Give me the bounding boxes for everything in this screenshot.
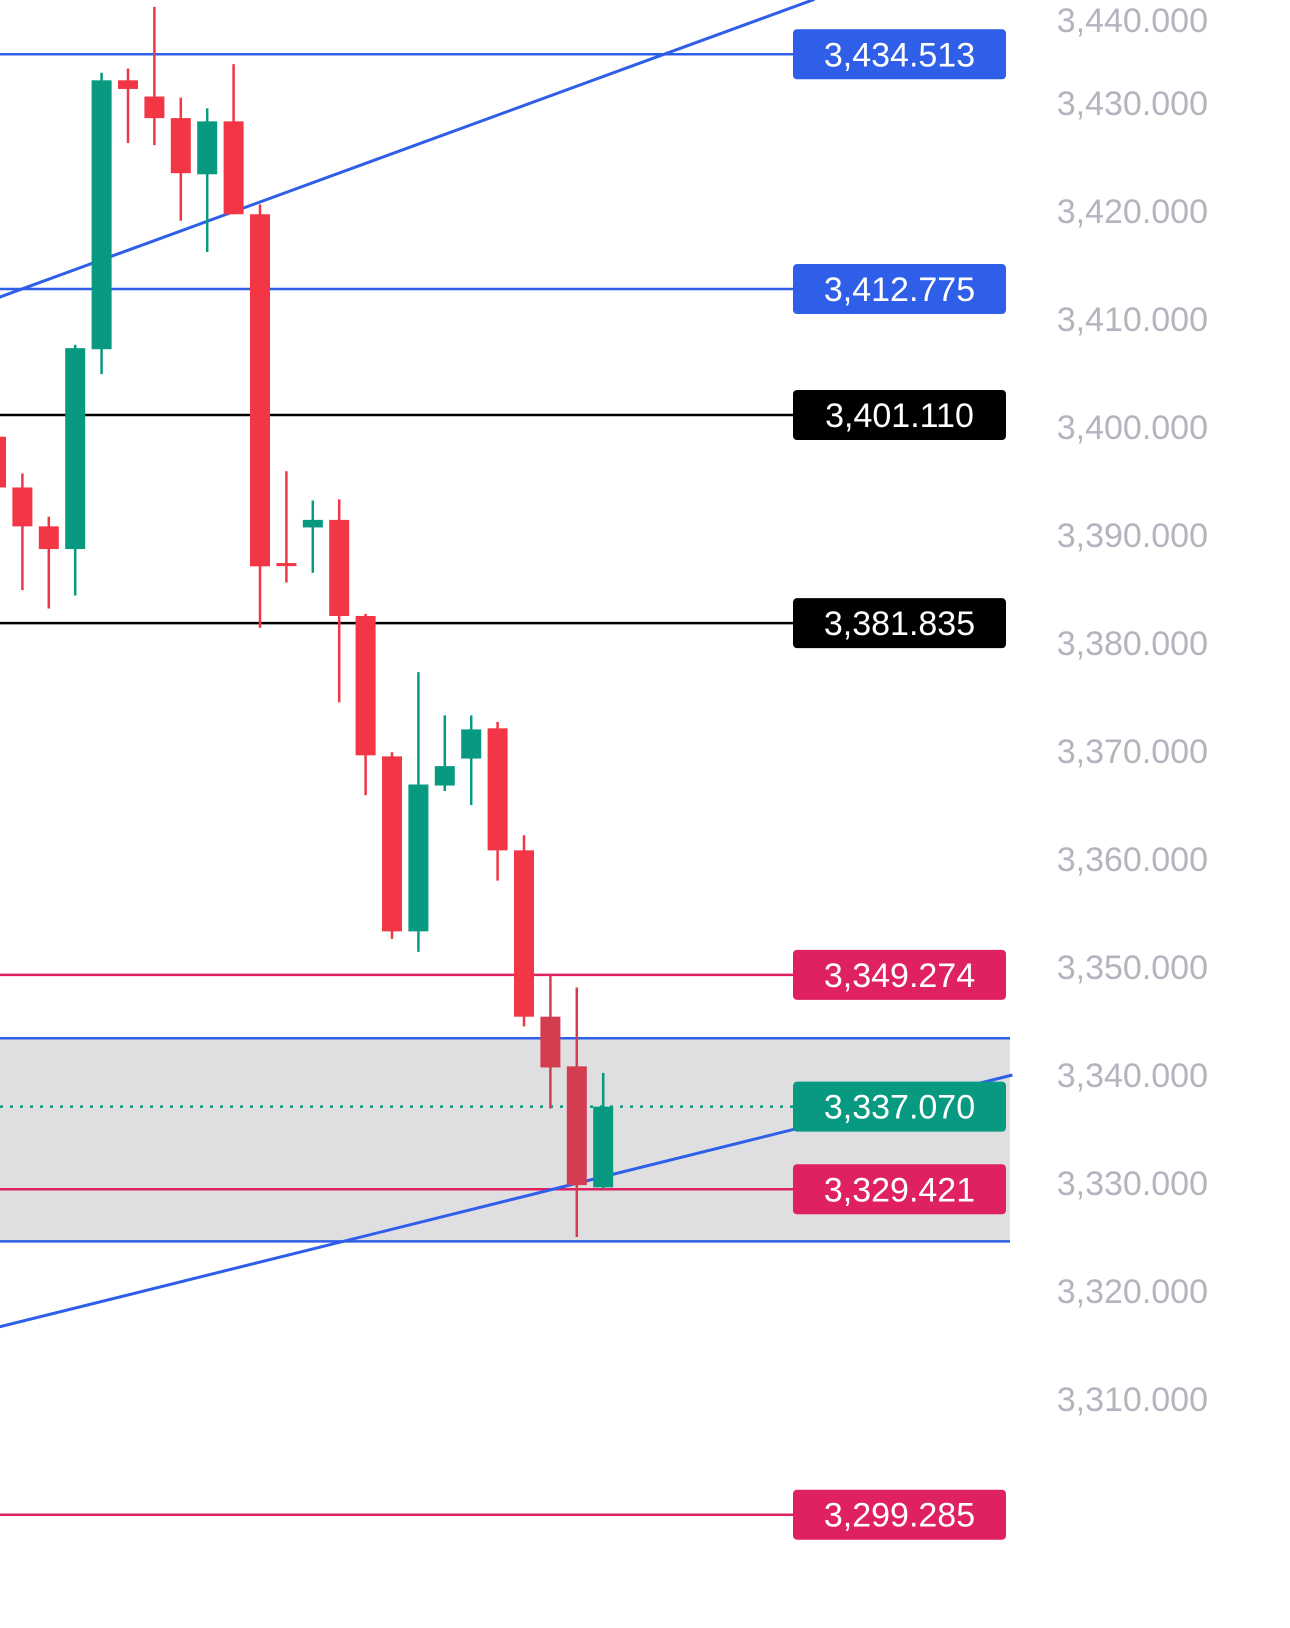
candle-16 [408, 672, 429, 952]
candle-8 [197, 108, 218, 253]
candle-body [514, 850, 534, 1017]
candle-body [434, 766, 455, 786]
candle-body [91, 80, 112, 350]
candles-layer [0, 6, 614, 1237]
level-3412-775-badge [793, 264, 1006, 315]
level-3381-835-badge [793, 598, 1006, 649]
y-tick-label: 3,320.000 [1057, 1273, 1208, 1311]
candle-12 [302, 500, 323, 573]
candle-13 [329, 499, 350, 703]
candle-body [408, 784, 429, 932]
candle-7 [170, 97, 191, 221]
candle-23 [593, 1072, 614, 1189]
y-tick-label: 3,410.000 [1057, 301, 1208, 339]
candle-9 [223, 64, 244, 215]
candle-body [170, 118, 191, 174]
y-tick-label: 3,430.000 [1057, 85, 1208, 123]
y-tick-label: 3,380.000 [1057, 625, 1208, 663]
y-tick-label: 3,400.000 [1057, 409, 1208, 447]
candle-10 [250, 204, 270, 628]
y-tick-label: 3,390.000 [1057, 517, 1208, 555]
candle-22 [566, 987, 587, 1237]
candle-5 [118, 68, 138, 143]
y-tick-label: 3,350.000 [1057, 949, 1208, 987]
level-3299-285-label: 3,299.285 [824, 1497, 975, 1535]
candle-21 [540, 975, 561, 1109]
candle-body [0, 436, 6, 488]
level-3381-835-label: 3,381.835 [824, 605, 975, 643]
candle-6 [144, 6, 165, 146]
candle-14 [355, 613, 376, 796]
candle-body [223, 121, 244, 215]
candle-11 [276, 471, 297, 583]
level-3329-421-badge [793, 1164, 1006, 1215]
y-tick-label: 3,420.000 [1057, 193, 1208, 231]
price-axis[interactable]: 3,440.000 3,430.000 3,420.000 3,410.000 3,40… [1057, 2, 1208, 1419]
level-3434-513-badge [793, 29, 1006, 80]
level-lines-layer [0, 53, 793, 1516]
price-labels-layer: 3,434.513 3,412.775 3,401.110 3,381.835 3,34… [793, 29, 1006, 1540]
candle-body [250, 214, 270, 567]
level-3349-274-label: 3,349.274 [824, 957, 975, 995]
level-3329-421-label: 3,329.421 [824, 1171, 975, 1209]
candle-20 [514, 835, 534, 1027]
candle-body [276, 563, 297, 567]
level-3401-110-badge [793, 390, 1006, 441]
candle-2 [38, 516, 59, 609]
candle-19 [487, 721, 508, 881]
candle-body [118, 80, 138, 89]
y-tick-label: 3,330.000 [1057, 1165, 1208, 1203]
candle-body [461, 729, 482, 759]
candle-4 [91, 72, 112, 375]
candle-body [540, 1016, 561, 1068]
level-3412-775-label: 3,412.775 [824, 271, 975, 309]
candle-body [302, 519, 323, 528]
candle-body [12, 487, 33, 527]
candle-17 [434, 715, 455, 791]
level-3401-110-label: 3,401.110 [825, 397, 974, 435]
y-tick-label: 3,440.000 [1057, 2, 1208, 40]
y-tick-label: 3,310.000 [1057, 1381, 1208, 1419]
candle-3 [65, 344, 86, 596]
current-price-label: 3,337.070 [824, 1089, 975, 1127]
candle-body [329, 519, 350, 616]
candle-body [487, 728, 508, 851]
candle-body [38, 526, 59, 550]
level-3349-274-badge [793, 949, 1006, 1000]
candle-body [593, 1106, 614, 1188]
level-3299-285-badge [793, 1489, 1006, 1540]
candle-body [144, 96, 165, 119]
level-3434-513-label: 3,434.513 [824, 36, 975, 74]
y-tick-label: 3,370.000 [1057, 733, 1208, 771]
candle-1 [12, 473, 33, 591]
candle-body [65, 348, 86, 550]
candle-15 [382, 752, 402, 939]
candle-body [382, 756, 402, 932]
upper-trendline [0, 0, 815, 299]
current-price-badge [793, 1081, 1006, 1132]
y-tick-label: 3,360.000 [1057, 841, 1208, 879]
candle-body [566, 1066, 587, 1186]
candle-18 [461, 715, 482, 805]
candle-body [355, 616, 376, 756]
candle-0 [0, 436, 6, 488]
candle-body [197, 121, 218, 175]
y-tick-label: 3,340.000 [1057, 1057, 1208, 1095]
